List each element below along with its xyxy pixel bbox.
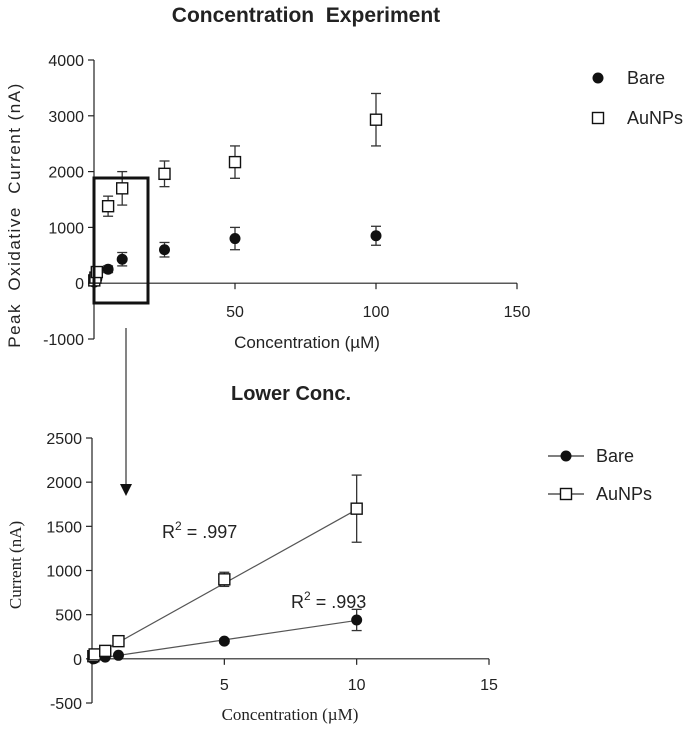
x-tick-label: 5 [220,677,229,694]
point-aunps [101,199,115,213]
y-tick-label: 0 [75,276,84,293]
point-bare [218,635,230,647]
legend-label-bare: Bare [627,68,665,88]
bottom-chart-marks [87,474,363,665]
point-aunps [112,634,125,648]
top-chart-ylabel: Peak Oxidative Current (nA) [5,82,24,348]
top-chart-legend: Bare AuNPs [591,68,683,128]
y-tick-label: 2000 [48,165,84,182]
r2-annotation-aunps: R2 = .997 [162,519,237,542]
r2-aunps-sup: 2 [175,519,182,533]
bottom-chart-xlabel: Concentration (µM) [222,705,359,724]
point-aunps [228,155,242,169]
top-chart-title: Concentration Experiment [172,4,440,27]
y-tick-label: 1500 [46,519,82,536]
r2-aunps-rest: = .997 [182,522,238,542]
zoom-arrow-head [120,484,132,496]
point-aunps [90,265,104,279]
y-tick-label: -500 [50,696,82,713]
r2-bare-sup: 2 [304,589,311,603]
point-bare [159,244,170,256]
bottom-chart-axes: -500 0 500 1000 1500 2000 2500 5 10 15 [46,431,498,713]
point-aunps [115,182,129,195]
legend-marker-bare [560,450,572,462]
bottom-chart-ylabel: Current (nA) [6,521,25,609]
legend-label-bare: Bare [596,446,634,466]
point-bare [370,230,382,242]
x-tick-label: 150 [504,304,531,321]
y-tick-label: 1000 [48,220,84,237]
x-tick-label: 10 [348,677,366,694]
point-aunps [88,648,101,661]
y-tick-label: 0 [73,652,82,669]
y-tick-label: 2000 [46,475,82,492]
top-chart-marks [88,92,383,288]
top-chart-xlabel: Concentration (µM) [234,333,380,352]
legend-marker-aunps [591,111,605,125]
legend-label-aunps: AuNPs [596,484,652,504]
point-bare [351,614,363,626]
legend-marker-aunps [559,487,573,501]
top-chart: Concentration Experiment Peak Oxidative … [5,4,683,496]
point-aunps [350,502,363,515]
bottom-chart: Lower Conc. Current (nA) Concentration (… [6,383,652,724]
legend-label-aunps: AuNPs [627,108,683,128]
r2-annotation-bare: R2 = .993 [291,589,366,612]
x-tick-label: 15 [480,677,498,694]
point-aunps [218,573,231,586]
x-tick-label: 50 [226,304,244,321]
y-tick-label: 500 [55,608,82,625]
r2-aunps-base: R [162,522,175,542]
point-bare [116,253,128,265]
x-tick-label: 100 [363,304,390,321]
top-chart-axes: -1000 0 1000 2000 3000 4000 50 100 150 [43,53,530,349]
y-tick-label: 1000 [46,564,82,581]
point-aunps [369,113,383,126]
y-tick-label: 3000 [48,109,84,126]
point-aunps [158,167,171,181]
point-bare [112,649,124,661]
r2-bare-rest: = .993 [311,592,367,612]
point-aunps [99,644,112,658]
point-bare [229,233,241,245]
zoom-box [92,176,150,305]
bottom-chart-legend: Bare AuNPs [548,446,652,504]
bottom-chart-title: Lower Conc. [231,383,351,405]
r2-bare-base: R [291,592,304,612]
point-bare [102,263,114,275]
legend-marker-bare [592,72,604,84]
y-tick-label: 4000 [48,53,84,70]
y-tick-label: 2500 [46,431,82,448]
y-tick-label: -1000 [43,332,84,349]
